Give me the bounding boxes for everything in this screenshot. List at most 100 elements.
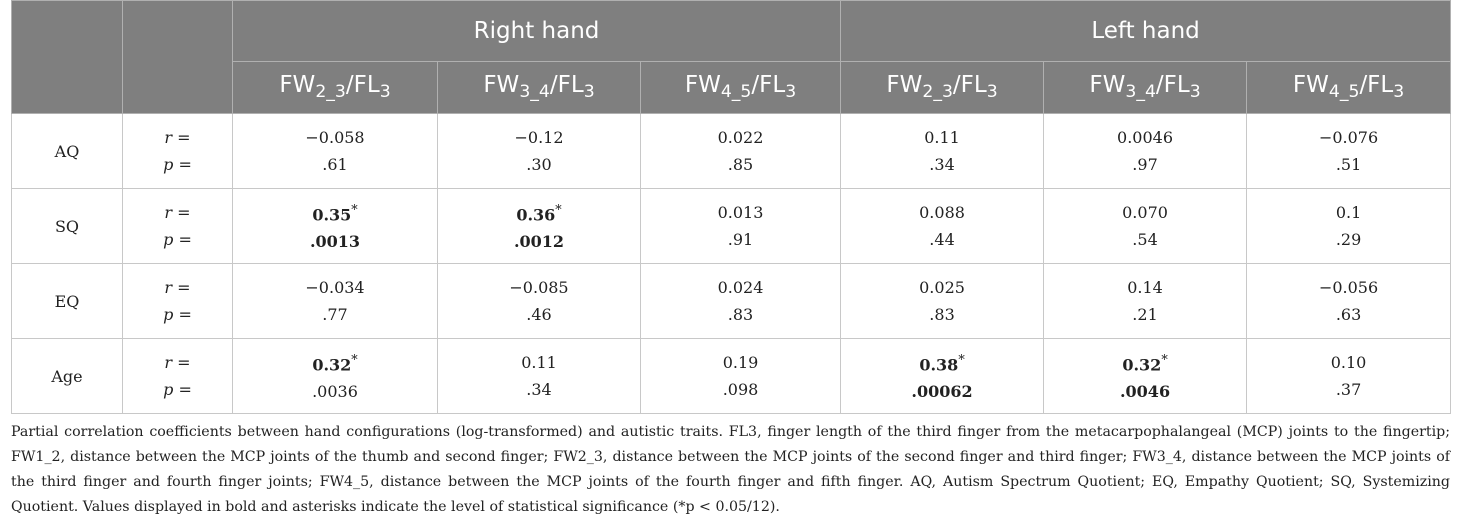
stat-labels: r = p = bbox=[122, 263, 233, 339]
cell-line: .91 bbox=[641, 226, 840, 253]
column-header-base: FW bbox=[279, 72, 316, 99]
cell-line: .61 bbox=[233, 151, 437, 178]
footnote: Partial correlation coefficients between… bbox=[11, 424, 1450, 515]
cell-line: 0.14 bbox=[1044, 274, 1246, 301]
data-cell: −0.085 .46 bbox=[437, 263, 641, 339]
cell-line: −0.12 bbox=[438, 124, 640, 151]
table-body: AQ r = p = −0.058 .61 −0.12 .30 0.022 .85 0.11 .34… bbox=[11, 113, 1452, 414]
cell-line: −0.085 bbox=[438, 274, 640, 301]
stat-label: p = bbox=[163, 155, 192, 174]
data-row: SQ r = p = 0.35* .0013 0.36* .0012 0.013.91 0.08… bbox=[11, 188, 1452, 264]
header-row: Right hand Left hand bbox=[11, 0, 1452, 114]
column-header: FW2_3/FL3 bbox=[232, 61, 438, 114]
cell-value: 0.14 bbox=[1127, 278, 1163, 297]
stat-label: r = bbox=[164, 203, 191, 222]
cell-value: 0.32 bbox=[312, 355, 352, 375]
cell-value: 0.35 bbox=[312, 205, 352, 225]
stat-labels: r = p = bbox=[122, 338, 233, 414]
cell-line: .83 bbox=[641, 301, 840, 328]
cell-line: 0.35* bbox=[233, 197, 437, 228]
data-cell: 0.19 .098 bbox=[639, 338, 842, 414]
group-header: Right hand bbox=[231, 0, 842, 62]
table-container: Right hand Left hand FW2_3/FL3 FW3_4/FL3 FW4… bbox=[11, 0, 1452, 520]
stat-labels: r = p = bbox=[122, 188, 233, 264]
column-header-over: /FL bbox=[1155, 72, 1190, 99]
cell-value: −0.058 bbox=[305, 128, 365, 147]
stat-labels: r = p = bbox=[122, 113, 233, 189]
cell-value: 0.11 bbox=[521, 353, 557, 372]
cell-value: 0.32 bbox=[1122, 355, 1162, 375]
cell-line: 0.1 bbox=[1247, 199, 1450, 226]
column-header-over: /FL bbox=[345, 72, 380, 99]
row-label: SQ bbox=[11, 188, 123, 264]
cell-value: 0.070 bbox=[1122, 203, 1168, 222]
cell-value: 0.1 bbox=[1335, 203, 1362, 222]
column-header-over: /FL bbox=[1359, 72, 1394, 99]
cell-value: .29 bbox=[1335, 230, 1362, 249]
stat-label: p = bbox=[163, 380, 192, 399]
cell-value: .37 bbox=[1335, 380, 1362, 399]
cell-value: .0036 bbox=[312, 382, 358, 402]
cell-line: .0046 bbox=[1044, 378, 1246, 405]
cell-line: .21 bbox=[1044, 301, 1246, 328]
column-header-over-sub: 3 bbox=[986, 82, 998, 103]
column-header-sub: 2_3 bbox=[922, 82, 953, 103]
column-header-over-sub: 3 bbox=[1393, 82, 1405, 103]
cell-value: .85 bbox=[727, 155, 754, 174]
stat-label: r = bbox=[164, 353, 191, 372]
table-header: Right hand Left hand FW2_3/FL3 FW3_4/FL3 FW4… bbox=[11, 0, 1452, 114]
cell-line: 0.32* bbox=[233, 347, 437, 378]
data-row: EQ r = p = −0.034 .77 −0.085 .46 0.024 .83 0.025.… bbox=[11, 263, 1452, 339]
cell-line: −0.076 bbox=[1247, 124, 1450, 151]
column-header-over-sub: 3 bbox=[583, 82, 595, 103]
data-cell: −0.034 .77 bbox=[232, 263, 438, 339]
column-header-over: /FL bbox=[952, 72, 987, 99]
cell-line: .83 bbox=[841, 301, 1043, 328]
data-cell: −0.056 .63 bbox=[1246, 263, 1452, 339]
data-cell: 0.32* .0046 bbox=[1043, 338, 1248, 414]
cell-value: 0.088 bbox=[919, 203, 965, 222]
cell-line: 0.11 bbox=[841, 124, 1043, 151]
data-cell: 0.013 .91 bbox=[639, 188, 842, 264]
cell-line: .37 bbox=[1247, 376, 1450, 403]
cell-value: .91 bbox=[727, 230, 754, 249]
cell-line: .44 bbox=[841, 226, 1043, 253]
cell-line: 0.013 bbox=[641, 199, 840, 226]
data-cell: 0.36* .0012 bbox=[437, 188, 641, 264]
cell-line: .46 bbox=[438, 301, 640, 328]
cell-line: 0.10 bbox=[1247, 349, 1450, 376]
column-header-over-sub: 3 bbox=[379, 82, 391, 103]
cell-line: .0036 bbox=[233, 378, 437, 405]
cell-value: .46 bbox=[526, 305, 552, 324]
column-header-sub: 4_5 bbox=[1328, 82, 1360, 103]
cell-line: 0.088 bbox=[841, 199, 1043, 226]
cell-line: .77 bbox=[233, 301, 437, 328]
column-header-base: FW bbox=[1089, 72, 1126, 99]
cell-value: 0.0046 bbox=[1117, 128, 1174, 147]
cell-value: 0.013 bbox=[717, 203, 764, 222]
empty-header bbox=[11, 0, 123, 114]
cell-value: −0.056 bbox=[1318, 278, 1379, 297]
data-cell: 0.32* .0036 bbox=[232, 338, 438, 414]
cell-line: 0.32* bbox=[1044, 347, 1246, 378]
cell-line: 0.36* bbox=[438, 197, 640, 228]
cell-value: .54 bbox=[1132, 230, 1158, 249]
significance-mark: * bbox=[351, 352, 358, 368]
cell-line: 0.024 bbox=[641, 274, 840, 301]
cell-value: .44 bbox=[929, 230, 955, 249]
cell-line: 0.070 bbox=[1044, 199, 1246, 226]
cell-value: .61 bbox=[322, 155, 348, 174]
column-header-sub: 4_5 bbox=[720, 82, 752, 103]
row-label: AQ bbox=[11, 113, 123, 189]
cell-value: −0.034 bbox=[305, 278, 365, 297]
column-header-base: FW bbox=[684, 72, 721, 99]
data-cell: 0.025 .83 bbox=[840, 263, 1045, 339]
data-cell: 0.022 .85 bbox=[639, 113, 842, 189]
row-label: EQ bbox=[11, 263, 123, 339]
cell-line: .34 bbox=[841, 151, 1043, 178]
cell-line: .00062 bbox=[841, 378, 1043, 405]
data-cell: 0.0046 .97 bbox=[1043, 113, 1248, 189]
data-cell: −0.12 .30 bbox=[437, 113, 641, 189]
cell-value: 0.38 bbox=[919, 355, 959, 375]
